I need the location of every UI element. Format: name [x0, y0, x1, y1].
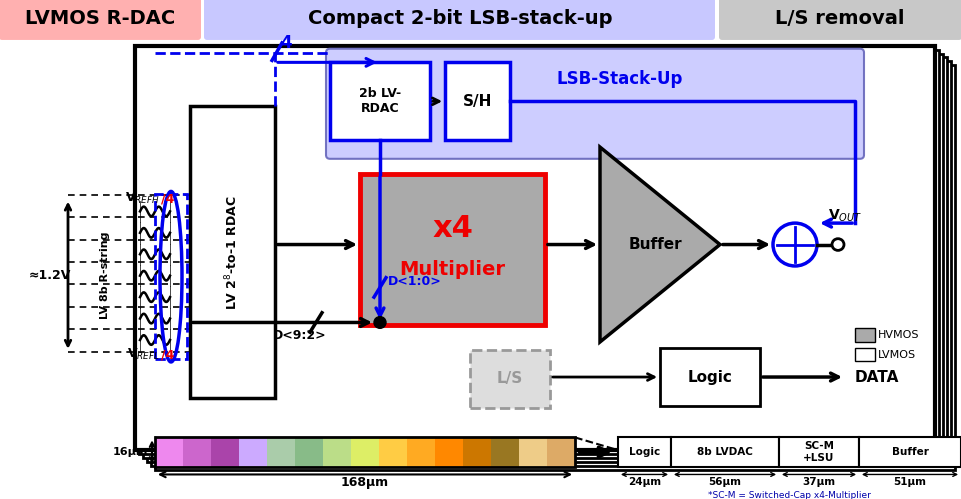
- Bar: [855, 348, 875, 361]
- Bar: [135, 46, 935, 450]
- Bar: [155, 194, 187, 359]
- Text: V$_{REFH}$: V$_{REFH}$: [125, 191, 160, 206]
- Bar: [155, 65, 955, 470]
- Bar: [190, 106, 275, 399]
- Bar: [351, 438, 379, 467]
- Text: LV 8b R-string: LV 8b R-string: [100, 232, 110, 319]
- Bar: [155, 438, 183, 467]
- Text: /4: /4: [161, 348, 174, 361]
- Circle shape: [832, 239, 844, 250]
- Text: Compact 2-bit LSB-stack-up: Compact 2-bit LSB-stack-up: [308, 9, 612, 28]
- Text: *SC-M = Switched-Cap x4-Multiplier: *SC-M = Switched-Cap x4-Multiplier: [708, 491, 871, 499]
- Text: 2b LV-
RDAC: 2b LV- RDAC: [359, 87, 401, 115]
- Text: Buffer: Buffer: [628, 237, 681, 252]
- Bar: [295, 438, 323, 467]
- FancyBboxPatch shape: [0, 0, 201, 40]
- Text: Buffer: Buffer: [892, 447, 928, 457]
- Text: Multiplier: Multiplier: [400, 260, 505, 279]
- Circle shape: [773, 223, 817, 266]
- Bar: [445, 62, 510, 140]
- Circle shape: [374, 317, 386, 328]
- Bar: [470, 350, 550, 408]
- Bar: [519, 438, 547, 467]
- Bar: [151, 61, 951, 466]
- Bar: [407, 438, 435, 467]
- Bar: [463, 438, 491, 467]
- Text: L/S removal: L/S removal: [776, 9, 904, 28]
- Bar: [435, 438, 463, 467]
- Text: x4: x4: [432, 214, 473, 243]
- Text: LVMOS: LVMOS: [878, 350, 916, 360]
- Bar: [660, 348, 760, 406]
- Bar: [618, 438, 671, 467]
- Text: 16μm: 16μm: [112, 447, 148, 457]
- Text: 4: 4: [280, 34, 291, 52]
- Bar: [779, 438, 859, 467]
- Text: S/H: S/H: [463, 94, 492, 109]
- Bar: [323, 438, 351, 467]
- Bar: [183, 438, 211, 467]
- Bar: [547, 438, 575, 467]
- Bar: [155, 438, 575, 467]
- Text: DATA: DATA: [855, 370, 899, 385]
- Polygon shape: [600, 147, 720, 342]
- Text: 24μm: 24μm: [628, 477, 661, 487]
- Text: V$_{OUT}$: V$_{OUT}$: [828, 207, 862, 224]
- Text: 56μm: 56μm: [708, 477, 742, 487]
- Text: 37μm: 37μm: [802, 477, 835, 487]
- FancyBboxPatch shape: [719, 0, 961, 40]
- Bar: [143, 53, 943, 458]
- Text: HVMOS: HVMOS: [878, 330, 920, 340]
- Bar: [147, 57, 947, 462]
- FancyBboxPatch shape: [326, 49, 864, 159]
- Bar: [211, 438, 239, 467]
- Text: 8b LVDAC: 8b LVDAC: [697, 447, 752, 457]
- Bar: [330, 62, 430, 140]
- Text: V$_{REFL}$: V$_{REFL}$: [127, 347, 160, 362]
- Text: LSB-Stack-Up: LSB-Stack-Up: [556, 70, 683, 88]
- Bar: [671, 438, 779, 467]
- Text: 51μm: 51μm: [894, 477, 926, 487]
- Bar: [491, 438, 519, 467]
- Bar: [360, 174, 545, 325]
- FancyBboxPatch shape: [204, 0, 715, 40]
- Text: SC-M
+LSU: SC-M +LSU: [803, 441, 835, 463]
- Text: D<9:2>: D<9:2>: [273, 329, 327, 342]
- Text: Logic: Logic: [687, 370, 732, 385]
- Text: ≈1.2V: ≈1.2V: [29, 269, 71, 282]
- Text: /4: /4: [161, 192, 174, 205]
- Bar: [239, 438, 267, 467]
- Text: LV 2$^8$-to-1 RDAC: LV 2$^8$-to-1 RDAC: [224, 195, 241, 310]
- Text: D<1:0>: D<1:0>: [388, 275, 442, 288]
- Text: Logic: Logic: [628, 447, 660, 457]
- Bar: [267, 438, 295, 467]
- Text: LVMOS R-DAC: LVMOS R-DAC: [25, 9, 175, 28]
- Text: L/S: L/S: [497, 371, 523, 387]
- Bar: [379, 438, 407, 467]
- Bar: [855, 328, 875, 342]
- Bar: [859, 438, 961, 467]
- Bar: [139, 50, 939, 454]
- Text: 168μm: 168μm: [341, 476, 389, 489]
